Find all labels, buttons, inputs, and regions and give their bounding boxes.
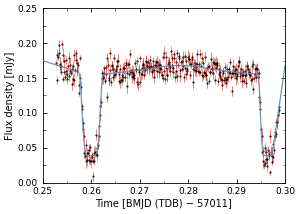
Y-axis label: Flux density [mJy]: Flux density [mJy]: [5, 51, 15, 140]
X-axis label: Time [BMJD (TDB) − 57011]: Time [BMJD (TDB) − 57011]: [95, 199, 232, 209]
